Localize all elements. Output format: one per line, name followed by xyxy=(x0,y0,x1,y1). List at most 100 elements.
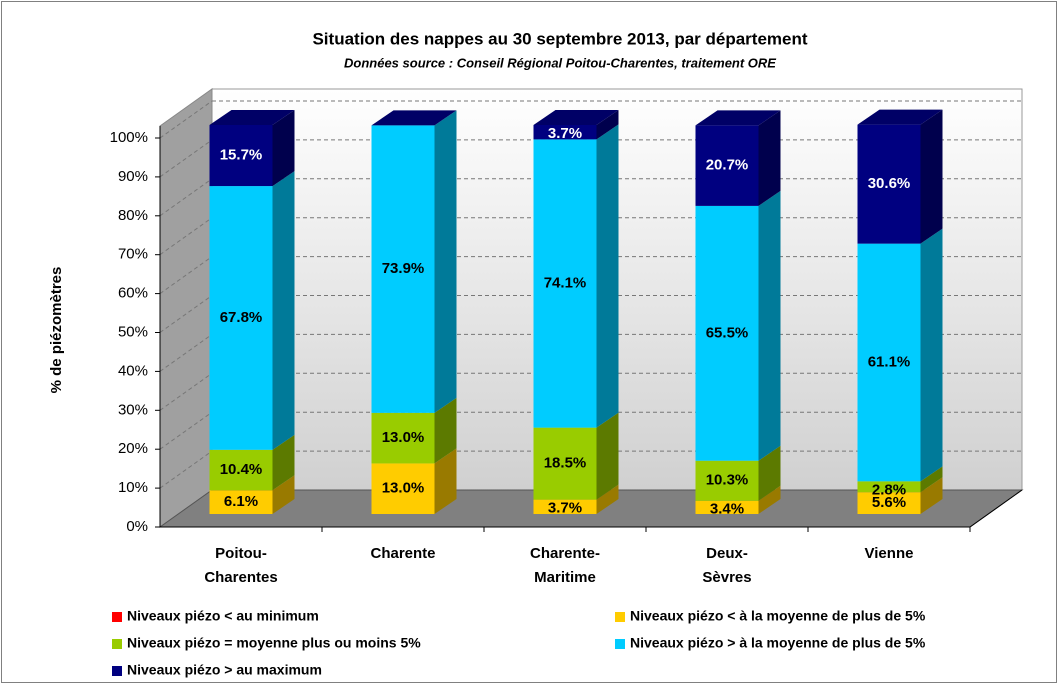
x-tick-label-line: Sèvres xyxy=(702,569,751,586)
y-tick-label: 40% xyxy=(118,362,148,379)
bar-side xyxy=(272,434,295,491)
y-tick-label: 80% xyxy=(118,207,148,224)
y-tick-label: 20% xyxy=(118,440,148,457)
bar-side xyxy=(434,397,457,464)
bar-side xyxy=(920,228,943,482)
legend-swatch xyxy=(112,666,122,676)
bar-segment xyxy=(209,475,295,514)
data-label: 15.7% xyxy=(220,147,263,164)
bar-top xyxy=(371,110,457,126)
bar-segment xyxy=(857,109,943,244)
chart-subtitle: Données source : Conseil Régional Poitou… xyxy=(344,55,776,70)
y-axis-label: % de piézomètres xyxy=(48,267,65,394)
grid-line xyxy=(159,372,213,411)
x-tick-label: Poitou- Charentes xyxy=(204,545,277,586)
x-tick-label-line: Maritime xyxy=(534,569,596,586)
data-label: 67.8% xyxy=(220,309,263,326)
data-label: 10.3% xyxy=(706,472,749,489)
legend-swatch xyxy=(615,612,625,622)
grid-line xyxy=(159,450,213,489)
data-label: 5.6% xyxy=(872,494,906,511)
bar-side xyxy=(758,485,781,514)
legend-label: Niveaux piézo < à la moyenne de plus de … xyxy=(630,608,926,624)
x-tick-label: Charente xyxy=(370,545,435,562)
side-wall xyxy=(159,88,213,528)
bar-side xyxy=(920,109,943,244)
bar-side xyxy=(920,477,943,514)
bar-segment xyxy=(857,228,943,482)
data-label: 10.4% xyxy=(220,461,263,478)
bar-front xyxy=(695,125,759,206)
bar-side xyxy=(434,448,457,514)
bar-front xyxy=(533,427,597,500)
bar-side xyxy=(434,110,457,413)
bar-front xyxy=(695,460,759,501)
bar-front xyxy=(209,490,273,514)
bar-front xyxy=(695,500,759,514)
data-label: 6.1% xyxy=(224,493,258,510)
bar-front xyxy=(857,243,921,482)
y-tick-label: 30% xyxy=(118,401,148,418)
bar-segment xyxy=(533,484,619,514)
grid-line xyxy=(159,217,213,256)
bar-side xyxy=(596,484,619,514)
data-label: 65.5% xyxy=(706,324,749,341)
bar-segment xyxy=(209,110,295,187)
bar-segment xyxy=(533,110,619,140)
data-label: 30.6% xyxy=(868,175,911,192)
data-label: 3.7% xyxy=(548,125,582,142)
bar-side xyxy=(272,171,295,450)
bar-segment xyxy=(695,485,781,514)
bar-segment xyxy=(209,171,295,450)
grid-line xyxy=(159,139,213,178)
grid-line xyxy=(159,295,213,333)
chart-title: Situation des nappes au 30 septembre 201… xyxy=(312,29,807,48)
bar-front xyxy=(371,125,435,413)
legend-label: Niveaux piézo > au maximum xyxy=(127,662,322,678)
x-tick-label: Deux- Sèvres xyxy=(702,545,751,586)
bar-top xyxy=(695,110,781,126)
bar-segment xyxy=(695,445,781,501)
data-label: 20.7% xyxy=(706,157,749,174)
y-tick-label: 100% xyxy=(110,129,148,146)
bar-side xyxy=(758,110,781,206)
legend-label: Niveaux piézo = moyenne plus ou moins 5% xyxy=(127,635,421,651)
y-tick-label: 0% xyxy=(126,518,148,535)
bar-segment xyxy=(533,412,619,500)
floor-edge xyxy=(969,489,1023,528)
y-tick-label: 50% xyxy=(118,323,148,340)
bar-front xyxy=(857,124,921,244)
x-tick-label-line: Charente- xyxy=(530,545,600,562)
bar-front xyxy=(209,125,273,187)
bar-top xyxy=(209,110,295,125)
legend-label: Niveaux piézo < au minimum xyxy=(127,608,319,624)
bar-segment xyxy=(209,434,295,491)
bar-front xyxy=(209,449,273,491)
y-tick-label: 70% xyxy=(118,246,148,263)
grid-line xyxy=(159,411,213,450)
bar-side xyxy=(596,110,619,140)
bar-segment xyxy=(371,110,457,413)
grid-line xyxy=(159,178,213,217)
bar-front xyxy=(371,463,435,514)
x-tick-label-line: Poitou- xyxy=(215,545,267,562)
bar-segment xyxy=(857,477,943,514)
legend-swatch xyxy=(112,639,122,649)
data-label: 73.9% xyxy=(382,260,425,277)
bar-segment xyxy=(371,448,457,514)
y-tick-label: 10% xyxy=(118,479,148,496)
legend-swatch xyxy=(615,639,625,649)
legend-swatch xyxy=(112,612,122,622)
bar-side xyxy=(920,466,943,493)
grid-line xyxy=(159,256,213,295)
bar-front xyxy=(209,186,273,450)
bar-side xyxy=(758,190,781,461)
data-label: 2.8% xyxy=(872,481,906,498)
bar-front xyxy=(533,125,597,140)
bar-side xyxy=(272,475,295,514)
bar-top xyxy=(857,109,943,125)
bar-side xyxy=(272,110,295,187)
data-label: 3.4% xyxy=(710,501,744,518)
bar-side xyxy=(596,124,619,428)
